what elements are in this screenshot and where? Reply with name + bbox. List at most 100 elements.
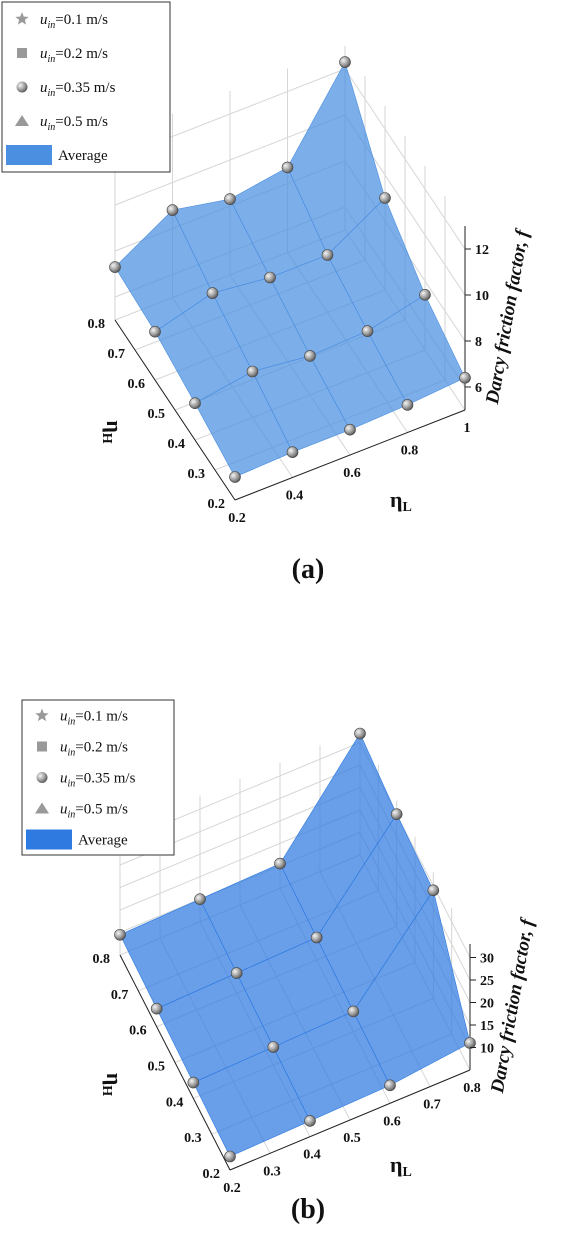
caption: (a) [292,554,325,585]
data-point [379,192,391,204]
data-point [361,325,374,337]
x-tick-label: 0.5 [343,1131,361,1146]
caption: (b) [291,1194,325,1225]
y-tick-label: 0.3 [188,467,206,482]
legend-marker [6,145,52,165]
legend-text: =0.5 m/s [75,802,128,818]
z-tick-label: 12 [475,243,489,258]
legend-var: u [60,771,68,787]
z-tick-label: 25 [480,974,494,989]
y-axis-symbol: η [102,420,127,433]
data-point [229,471,241,483]
legend-marker [26,829,72,850]
legend-marker [15,12,29,25]
legend-label: Average [78,833,128,849]
z-tick-label: 10 [480,1042,494,1057]
x-axis-sub: L [403,500,412,515]
data-point [304,350,316,362]
data-point [224,1150,236,1163]
legend-var: u [40,12,48,28]
data-point [149,325,161,338]
data-point [286,446,299,459]
x-axis-symbol: η [390,487,403,512]
y-tick-label: 0.8 [88,317,106,332]
axis-line [119,954,231,1171]
y-axis-sub: H [99,433,114,444]
legend-label: uin=0.2 m/s [40,46,108,65]
data-point [427,884,440,897]
legend-var: u [40,114,48,130]
data-point [384,1079,396,1092]
x-tick-label: 0.7 [423,1098,441,1113]
data-point [339,56,351,68]
z-tick-label: 20 [480,997,494,1012]
legend-box [1,1,171,173]
legend-label: uin=0.5 m/s [40,114,108,133]
legend-sub: in [48,54,56,65]
y-tick-label: 0.3 [184,1131,202,1146]
y-tick-label: 0.7 [111,988,129,1003]
axis-line [229,1069,471,1171]
legend-text: =0.2 m/s [75,740,128,756]
legend-marker [35,708,49,722]
y-axis-sub: H [99,1085,114,1096]
data-point [246,365,259,378]
legend-text: =0.35 m/s [75,771,135,787]
x-tick-label: 0.4 [303,1148,321,1163]
data-point [187,1076,200,1089]
y-tick-label: 0.2 [203,1167,221,1182]
legend-label: uin=0.35 m/s [40,80,116,99]
x-tick-label: 0.6 [343,466,361,481]
legend-label: uin=0.5 m/s [60,802,128,821]
y-axis-title: ηH [99,420,127,444]
legend-text: =0.2 m/s [55,46,108,62]
data-point [464,1037,476,1049]
legend-text: Average [58,148,108,164]
legend-label: uin=0.35 m/s [60,771,136,790]
legend-label: Average [58,148,108,164]
legend-text: Average [78,833,128,849]
y-tick-label: 0.5 [148,1060,166,1075]
x-tick-label: 0.4 [286,489,304,504]
data-point [109,261,121,273]
data-point [347,1005,360,1018]
axis-line [234,409,466,501]
data-point [166,204,179,216]
data-point [230,967,243,979]
x-tick-label: 0.6 [383,1114,401,1129]
z-tick-label: 15 [480,1019,494,1034]
x-tick-label: 1 [464,421,471,436]
data-point [194,893,206,905]
x-axis-symbol: η [390,1152,403,1177]
data-point [321,249,334,261]
y-tick-label: 0.6 [128,377,146,392]
legend-sub: in [48,20,56,31]
legend-text: =0.35 m/s [55,80,115,96]
legend-label: uin=0.1 m/s [60,709,128,728]
legend-text: =0.1 m/s [75,709,128,725]
legend-var: u [60,709,68,725]
data-point [189,397,201,410]
y-axis-title: ηH [99,1073,127,1097]
legend-sub: in [48,88,56,99]
y-tick-label: 0.4 [166,1095,184,1110]
z-tick-label: 8 [475,335,482,350]
legend-marker [37,741,47,752]
data-point [150,1002,163,1015]
axis-line [114,319,236,501]
data-point [354,727,366,740]
z-tick-label: 6 [475,381,482,396]
legend-label: uin=0.1 m/s [40,12,108,31]
legend-var: u [60,740,68,756]
data-point [310,931,323,944]
legend-var: u [60,802,68,818]
legend-sub: in [68,748,76,759]
legend-label: uin=0.2 m/s [60,740,128,759]
y-tick-label: 0.2 [208,497,226,512]
z-axis-title: Darcy friction factor, f [482,227,534,407]
data-point [206,287,219,299]
data-point [344,423,356,436]
z-tick-label: 30 [480,952,494,967]
y-tick-label: 0.8 [93,952,111,967]
